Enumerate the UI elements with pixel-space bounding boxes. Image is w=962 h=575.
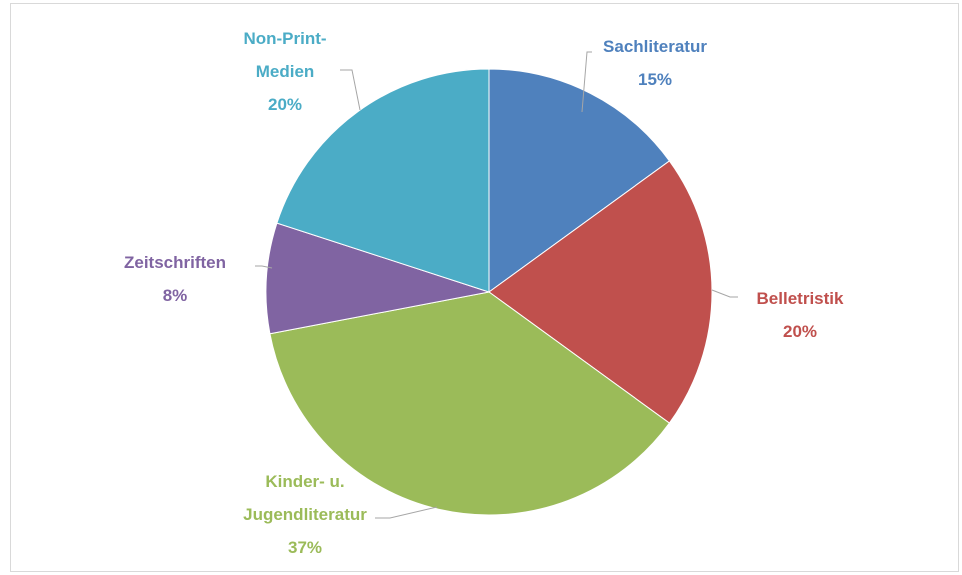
value-label: 37%: [287, 538, 323, 557]
leader-line: [255, 265, 273, 269]
category-label: Non-Print-Medien: [243, 29, 327, 81]
category-label: Sachliteratur: [603, 37, 707, 56]
data-label: Sachliteratur 15%: [580, 30, 730, 96]
pie-slice: [276, 68, 490, 293]
leader-line: [340, 69, 361, 111]
value-label: 20%: [782, 322, 818, 341]
pie-slice: [488, 160, 713, 424]
category-label: Belletristik: [756, 289, 844, 308]
pie-slice: [488, 68, 671, 293]
data-label: Zeitschriften 8%: [100, 246, 250, 312]
data-label: Kinder- u. Jugendliteratur 37%: [235, 465, 375, 564]
pie-slice: [269, 291, 671, 516]
leader-line: [375, 506, 438, 519]
category-label: Zeitschriften: [123, 253, 227, 272]
value-label: 20%: [267, 95, 303, 114]
leader-line: [581, 51, 592, 113]
value-label: 15%: [637, 70, 673, 89]
value-label: 8%: [162, 286, 188, 305]
category-label: Kinder- u. Jugendliteratur: [243, 472, 367, 524]
pie-slice: [265, 222, 490, 335]
data-label: Belletristik 20%: [725, 282, 875, 348]
data-label: Non-Print-Medien 20%: [230, 22, 340, 121]
leader-line: [711, 289, 738, 298]
leader-lines: [255, 51, 738, 519]
